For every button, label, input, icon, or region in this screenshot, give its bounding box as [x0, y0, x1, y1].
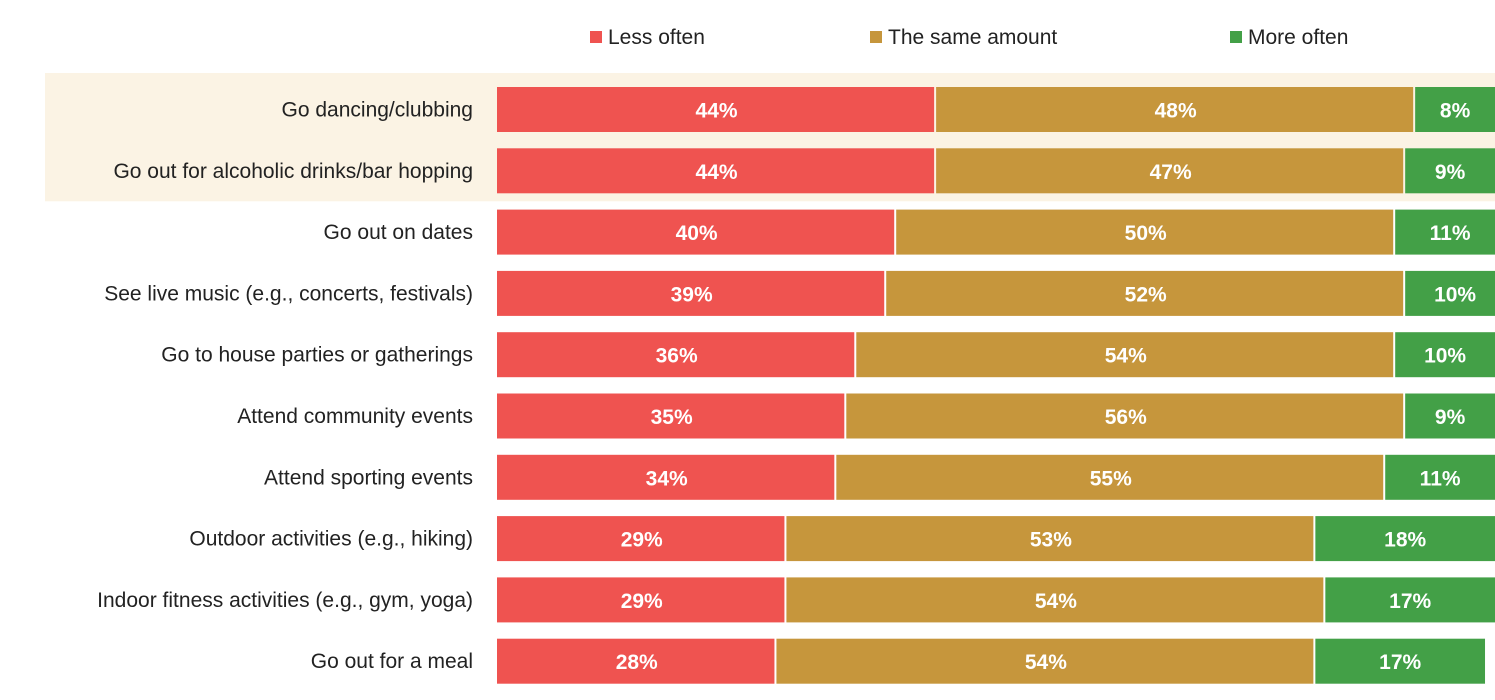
data-label: 44% [696, 100, 738, 123]
bar-segment-more-often [1315, 638, 1486, 684]
data-label: 17% [1379, 651, 1421, 674]
category-label: Attend sporting events [264, 466, 473, 489]
category-label: Go out on dates [324, 221, 473, 244]
bar-segment-more-often [1395, 209, 1495, 255]
bar-segment-more-often [1405, 148, 1495, 194]
data-label: 40% [676, 222, 718, 245]
data-label: 56% [1105, 406, 1147, 429]
category-label: Go dancing/clubbing [282, 99, 473, 122]
bar-segment-less-often [497, 87, 935, 132]
category-label: Go out for a meal [311, 650, 473, 673]
bar-segment-more-often [1315, 516, 1495, 562]
legend-label: The same amount [888, 26, 1057, 49]
bar-segment-the-same-amount [856, 332, 1394, 378]
legend-swatch [1230, 31, 1242, 43]
category-label: See live music (e.g., concerts, festival… [104, 282, 473, 305]
bar-segment-the-same-amount [786, 577, 1324, 623]
data-label: 11% [1430, 222, 1471, 245]
bar-segment-less-often [497, 148, 935, 194]
data-label: 17% [1389, 590, 1431, 613]
legend-item-the-same-amount: The same amount [870, 26, 1057, 49]
data-label: 35% [651, 406, 693, 429]
bar-segment-the-same-amount [936, 148, 1404, 194]
bars: 44% 48% 8% 44% 47% 9% 40% 50% 11% 39% 52% 10% 36% 54%… [497, 87, 1495, 684]
bar-segment-the-same-amount [846, 393, 1404, 439]
category-label: Go to house parties or gatherings [161, 344, 473, 367]
bar-segment-the-same-amount [936, 87, 1414, 132]
category-label: Go out for alcoholic drinks/bar hopping [113, 160, 473, 183]
data-label: 9% [1435, 161, 1466, 184]
legend-item-less-often: Less often [590, 26, 705, 49]
data-label: 48% [1155, 100, 1197, 123]
data-label: 28% [616, 651, 658, 674]
data-label: 50% [1125, 222, 1167, 245]
bar-segment-more-often [1405, 270, 1495, 316]
bar-segment-more-often [1325, 577, 1495, 623]
bar-segment-less-often [497, 332, 855, 378]
bar-segment-the-same-amount [776, 638, 1314, 684]
data-label: 55% [1090, 467, 1132, 490]
category-label: Outdoor activities (e.g., hiking) [189, 528, 473, 551]
legend-swatch [870, 31, 882, 43]
bar-segment-the-same-amount [896, 209, 1394, 255]
data-label: 53% [1030, 529, 1072, 552]
data-label: 29% [621, 529, 663, 552]
data-label: 34% [646, 467, 688, 490]
category-label: Indoor fitness activities (e.g., gym, yo… [97, 589, 473, 612]
bar-segment-less-often [497, 270, 885, 316]
category-label: Attend community events [237, 405, 473, 428]
bar-segment-less-often [497, 516, 785, 562]
bar-segment-less-often [497, 638, 775, 684]
data-label: 47% [1150, 161, 1192, 184]
bar-segment-less-often [497, 209, 895, 255]
data-label: 8% [1440, 100, 1471, 123]
data-label: 52% [1125, 283, 1167, 306]
data-label: 54% [1105, 345, 1147, 368]
bar-segment-less-often [497, 393, 845, 439]
data-label: 10% [1434, 283, 1476, 306]
legend-label: More often [1248, 26, 1348, 49]
data-label: 44% [696, 161, 738, 184]
bar-segment-more-often [1405, 393, 1495, 439]
bar-segment-the-same-amount [886, 270, 1404, 316]
bar-segment-less-often [497, 454, 835, 500]
legend-label: Less often [608, 26, 705, 49]
bar-segment-more-often [1385, 454, 1495, 500]
data-label: 39% [671, 283, 713, 306]
bar-segment-more-often [1395, 332, 1495, 378]
bar-segment-the-same-amount [786, 516, 1314, 562]
legend-swatch [590, 31, 602, 43]
bar-segment-less-often [497, 577, 785, 623]
data-label: 9% [1435, 406, 1466, 429]
data-label: 18% [1384, 529, 1426, 552]
category-labels: Go dancing/clubbing Go out for alcoholic … [97, 99, 473, 674]
legend-item-more-often: More often [1230, 26, 1348, 49]
data-label: 11% [1420, 467, 1461, 490]
legend: Less often The same amount More often [590, 26, 1348, 49]
data-label: 10% [1424, 345, 1466, 368]
data-label: 29% [621, 590, 663, 613]
bar-segment-more-often [1415, 87, 1495, 132]
data-label: 36% [656, 345, 698, 368]
data-label: 54% [1025, 651, 1067, 674]
data-label: 54% [1035, 590, 1077, 613]
bar-segment-the-same-amount [836, 454, 1384, 500]
